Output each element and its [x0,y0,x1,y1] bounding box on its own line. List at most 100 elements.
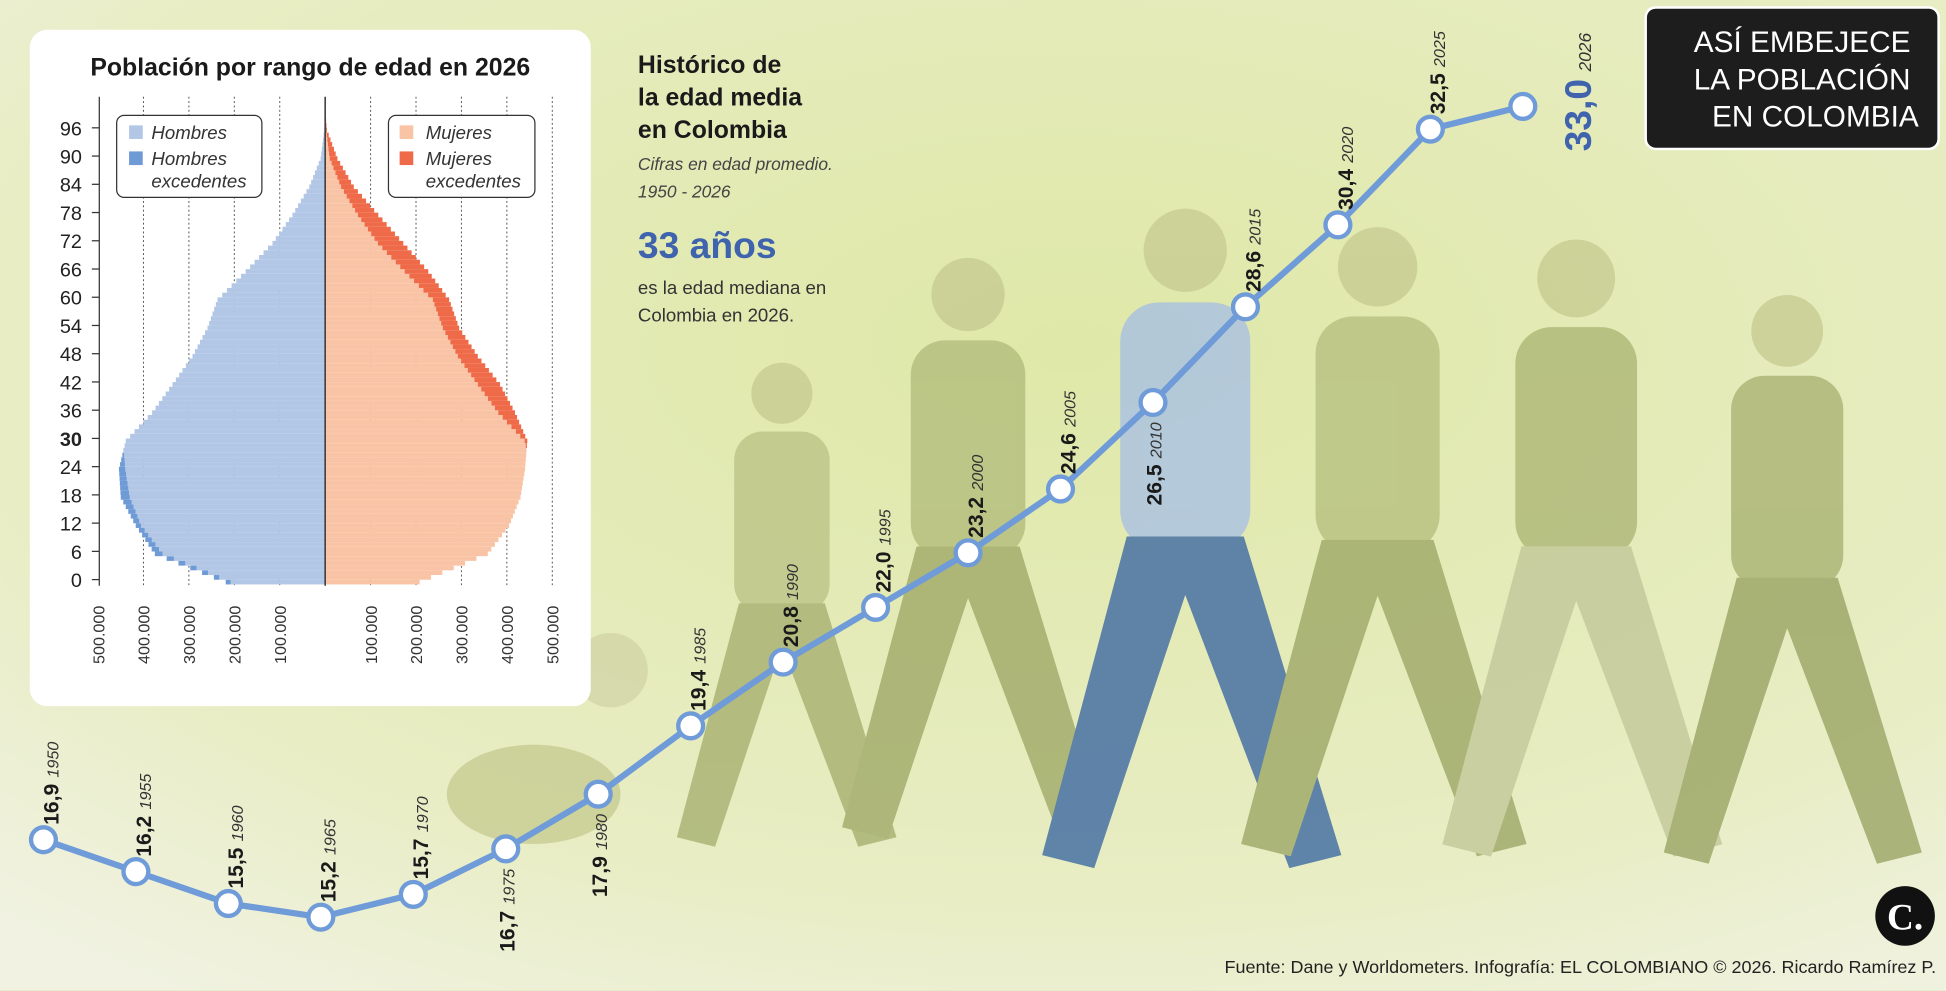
bar-women [325,222,365,227]
bar-women [325,250,387,256]
bar-men [179,372,326,378]
bar-women-excess [439,316,456,321]
bar-women [325,311,438,317]
bar-women-excess [515,429,524,434]
bar-men [126,471,326,477]
bar-women-excess [395,259,420,265]
bar-men [124,443,326,448]
bar-women [325,452,527,458]
baby-figure [446,744,621,844]
bar-men [200,339,326,345]
bar-women [325,560,466,566]
bar-women-excess [343,189,358,194]
bar-women [325,527,506,533]
bar-women [325,480,523,486]
bar-women-excess [329,156,338,161]
bar-women [325,212,358,218]
bar-women-excess [423,287,443,293]
bar-women [325,495,521,500]
bar-women-excess [409,273,432,279]
bar-men [155,542,326,547]
bar-women-excess [491,400,511,406]
bar-men [263,250,326,256]
data-point-1995 [861,592,891,623]
bar-women-excess [371,231,395,237]
bar-women [325,146,329,152]
bar-men-excess [133,518,140,524]
svg-text:C.: C. [1887,898,1923,939]
bar-women [325,203,353,208]
bar-women-excess [329,151,336,157]
bar-men [226,287,326,293]
bar-men [311,179,326,185]
elderly-figure [1663,295,1922,864]
bar-men [124,452,326,458]
legend-label-men: Hombres [151,122,227,143]
pyramid-title: Población por rango de edad en 2026 [90,55,530,82]
age-tick-label: 48 [60,344,82,366]
bar-women-excess [471,372,493,378]
bar-women [325,424,512,430]
x-tick-label: 300.000 [454,606,472,664]
data-point-1990 [768,647,798,677]
bar-men [130,433,326,439]
bar-men-excess [148,542,156,547]
bar-men [212,311,326,317]
bar-women [325,226,368,232]
bar-men-excess [119,471,127,477]
bar-women-excess [337,175,349,180]
bar-men [209,320,326,326]
bar-men [279,231,326,237]
bar-men [147,415,326,420]
data-label-1950: 16,91950 [40,742,63,825]
intro-block: Histórico de la edad media en Colombia C… [638,52,833,325]
bar-women [325,170,336,176]
bar-men [197,344,326,350]
bar-men-excess [120,495,130,500]
bar-women-excess [502,415,518,420]
bar-men [128,485,326,491]
bar-women [325,518,512,524]
bar-women [325,382,478,387]
bar-women [325,410,499,416]
data-label-2015: 28,62015 [1242,209,1265,292]
bar-women [325,471,525,477]
bar-men [303,193,326,199]
bar-women [325,302,435,307]
bar-women-excess [367,226,391,232]
bar-men-excess [130,513,138,519]
bar-women [325,132,327,138]
bar-women [325,245,383,251]
bar-women [325,137,328,143]
bar-men [306,189,326,194]
data-label-2010: 26,52010 [1144,422,1167,505]
bar-women-excess [524,438,528,444]
bar-men [124,462,326,467]
bar-women-excess [346,193,362,199]
bar-women [325,353,458,359]
bar-women-excess [355,207,375,213]
bar-men [245,269,326,274]
bar-men [202,335,326,340]
bar-women-excess [434,302,451,307]
bar-women-excess [326,132,329,138]
bar-women [325,537,499,543]
x-tick-label: 400.000 [136,606,154,664]
bar-women [325,542,495,547]
bar-women-excess [414,278,436,284]
bar-men [151,537,326,543]
median-age-line-chart: 16,91950 16,21955 15,51960 15,21965 15,71970… [28,31,1599,952]
bar-women [325,344,453,350]
data-label-1955: 16,21955 [133,774,156,857]
bar-women [325,433,521,439]
bar-women-excess [327,137,331,143]
bar-men [321,146,326,152]
bar-women [325,386,482,392]
bar-men [309,184,326,190]
bar-men-excess [190,565,197,571]
x-tick-label: 100.000 [272,606,290,664]
bar-men-excess [128,509,136,514]
bar-women-excess [326,127,327,133]
bar-women [325,175,338,180]
intro-highlight: 33 años [638,224,777,266]
